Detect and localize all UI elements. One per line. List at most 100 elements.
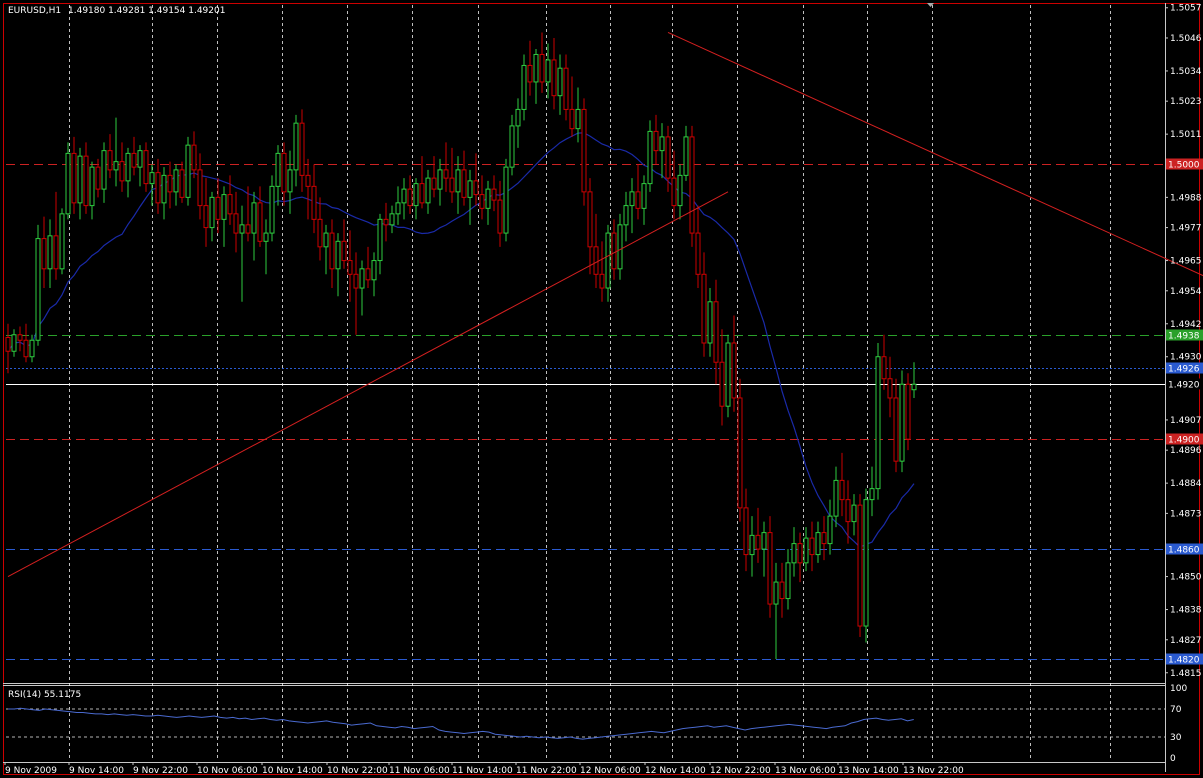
- chart-header: EURUSD,H1 1.49180 1.49281 1.49154 1.4920…: [8, 6, 225, 16]
- price-axis: 1.5000 1.4938 1.4926 1.4920 1.4900 1.4860 1.48…: [1165, 4, 1203, 679]
- candle-body: [185, 144, 191, 198]
- candle-body: [839, 479, 845, 501]
- candle-body: [269, 185, 275, 234]
- candle-body: [245, 224, 251, 234]
- candle-body: [731, 342, 737, 399]
- trendlines[interactable]: [7, 32, 1203, 578]
- candle-body: [263, 232, 269, 242]
- candle-body: [191, 144, 197, 171]
- x-tick-label: 13 Nov 14:00: [838, 766, 899, 776]
- candle-body: [401, 188, 407, 204]
- candle-body: [635, 191, 641, 209]
- candle-body: [143, 150, 149, 185]
- candle-body: [587, 191, 593, 248]
- candle-body: [197, 169, 203, 207]
- rsi-panel: 100 70 30 0: [6, 684, 1187, 764]
- y-tick-label: 1.5023: [1170, 97, 1202, 107]
- x-tick-label: 13 Nov 06:00: [775, 766, 836, 776]
- x-tick-label: 11 Nov 22:00: [516, 766, 577, 776]
- y-tick-label: 1.4838: [1170, 606, 1202, 616]
- candle-body: [335, 240, 341, 270]
- candle-body: [785, 562, 791, 600]
- trendline[interactable]: [667, 32, 1203, 375]
- price-level-label: 1.4926: [1168, 365, 1200, 375]
- x-tick-label: 10 Nov 06:00: [197, 766, 258, 776]
- candle-body: [791, 543, 797, 564]
- candle-body: [773, 581, 779, 605]
- candle-body: [443, 169, 449, 179]
- candle-body: [695, 232, 701, 275]
- candle-body: [611, 232, 617, 270]
- candle-body: [863, 499, 869, 627]
- candle-body: [713, 301, 719, 363]
- candle-body: [467, 180, 473, 198]
- y-tick-label: 1.4942: [1170, 320, 1202, 330]
- candle-body: [749, 534, 755, 556]
- candle-body: [5, 337, 11, 352]
- price-level-label: 1.4820: [1168, 656, 1200, 666]
- rsi-level-label: 30: [1170, 733, 1182, 743]
- candle-body: [803, 537, 809, 564]
- symbol-timeframe: EURUSD,H1: [8, 6, 61, 16]
- y-tick-label: 1.4965: [1170, 257, 1202, 267]
- candle-body: [17, 334, 23, 341]
- candle-body: [461, 169, 467, 198]
- candle-body: [845, 499, 851, 523]
- candle-body: [689, 136, 695, 234]
- candle-body: [413, 183, 419, 207]
- y-tick-label: 1.4884: [1170, 479, 1202, 489]
- candle-body: [83, 155, 89, 207]
- trendline[interactable]: [7, 191, 729, 578]
- candle-body: [665, 136, 671, 179]
- candle-body: [527, 64, 533, 83]
- price-level-tag: [1166, 158, 1203, 170]
- x-tick-label: 9 Nov 14:00: [69, 766, 124, 776]
- candle-body: [707, 301, 713, 344]
- candle-body: [677, 174, 683, 207]
- y-tick-label: 1.5057: [1170, 4, 1202, 14]
- y-tick-label: 1.4977: [1170, 224, 1202, 234]
- y-tick-label: 1.4930: [1170, 353, 1202, 363]
- candle-body: [353, 273, 359, 289]
- candle-body: [497, 199, 503, 234]
- candle-body: [455, 169, 461, 193]
- candle-body: [209, 196, 215, 229]
- candle-body: [317, 218, 323, 248]
- candle-body: [563, 67, 569, 110]
- candle-body: [515, 108, 521, 127]
- candle-body: [599, 273, 605, 289]
- candle-body: [779, 581, 785, 600]
- candle-body: [887, 378, 893, 399]
- candle-body: [617, 224, 623, 270]
- y-tick-label: 1.4907: [1170, 416, 1202, 426]
- y-tick-label: 1.4850: [1170, 573, 1202, 583]
- candle-body: [113, 161, 119, 171]
- candle-body: [389, 213, 395, 226]
- shift-marker-icon[interactable]: [927, 3, 934, 7]
- candle-body: [377, 218, 383, 262]
- y-tick-label: 1.4815: [1170, 669, 1202, 679]
- candle-body: [383, 218, 389, 226]
- rsi-level-label: 0: [1170, 754, 1176, 764]
- candle-body: [437, 169, 443, 190]
- candle-body: [683, 136, 689, 176]
- candle-body: [53, 235, 59, 270]
- candle-body: [77, 155, 83, 204]
- candle-body: [179, 169, 185, 198]
- y-tick-label: 1.4873: [1170, 509, 1202, 519]
- candle-body: [647, 130, 653, 185]
- y-tick-label: 1.5011: [1170, 130, 1202, 140]
- candle-body: [293, 122, 299, 171]
- candle-body: [671, 177, 677, 207]
- x-tick-label: 9 Nov 22:00: [133, 766, 188, 776]
- candle-body: [539, 53, 545, 83]
- candle-body: [425, 177, 431, 204]
- price-level-label: 1.4938: [1168, 332, 1200, 342]
- x-tick-label: 10 Nov 14:00: [262, 766, 323, 776]
- rsi-line: [8, 707, 914, 740]
- candle-body: [203, 205, 209, 229]
- price-level-tag: [1166, 653, 1203, 665]
- candle-body: [419, 183, 425, 204]
- candle-body: [59, 213, 65, 270]
